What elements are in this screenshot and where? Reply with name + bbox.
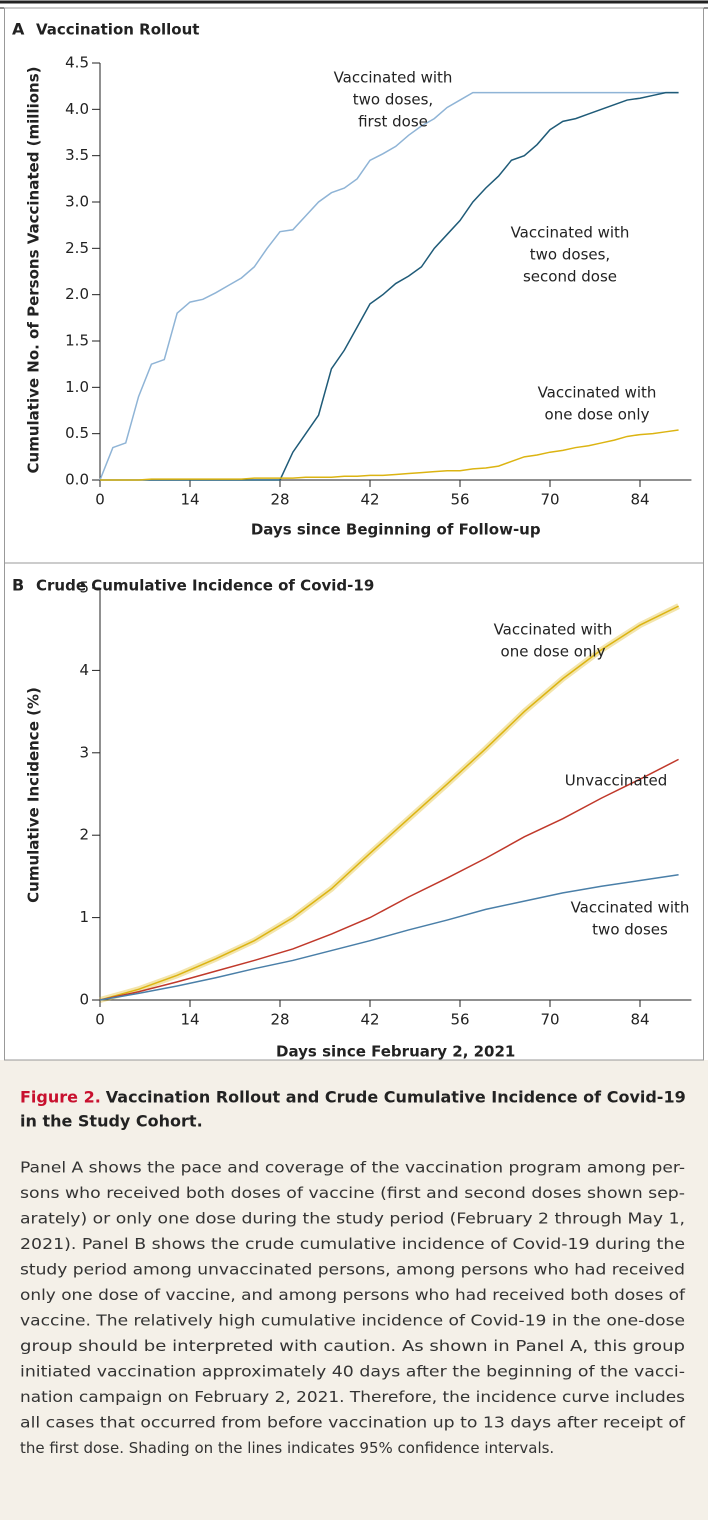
x-tick-label: 42 bbox=[360, 491, 379, 509]
y-tick-label: 3.5 bbox=[65, 146, 89, 164]
y-tick-label: 0.5 bbox=[65, 424, 89, 442]
x-tick-label: 14 bbox=[180, 1011, 199, 1029]
series-label: first dose bbox=[358, 113, 428, 131]
caption-text: study period among unvaccinated persons,… bbox=[20, 1261, 685, 1279]
y-tick-label: 0.0 bbox=[65, 471, 89, 489]
x-tick-label: 84 bbox=[630, 491, 649, 509]
x-tick-label: 70 bbox=[540, 1011, 559, 1029]
x-tick-label: 28 bbox=[270, 491, 289, 509]
x-tick-label: 42 bbox=[360, 1011, 379, 1029]
y-tick-label: 4.5 bbox=[65, 54, 89, 72]
panel-title: Vaccination Rollout bbox=[36, 21, 199, 39]
series-label: Vaccinated with bbox=[538, 384, 657, 402]
y-tick-label: 5 bbox=[79, 579, 89, 597]
series-label: one dose only bbox=[501, 643, 606, 661]
y-tick-label: 0 bbox=[79, 991, 89, 1009]
series-label: Unvaccinated bbox=[565, 772, 668, 790]
caption-text: only one dose of vaccine, and among pers… bbox=[20, 1286, 686, 1304]
series-label: Vaccinated with bbox=[571, 899, 690, 917]
y-tick-label: 1.0 bbox=[65, 378, 89, 396]
caption-text: initiated vaccination approximately 40 d… bbox=[20, 1363, 685, 1381]
caption-text: nation campaign on February 2, 2021. The… bbox=[20, 1388, 685, 1406]
panel-letter: A bbox=[12, 20, 25, 39]
series-label: two doses, bbox=[530, 246, 610, 264]
series-label: one dose only bbox=[545, 406, 650, 424]
y-tick-label: 1 bbox=[79, 908, 89, 926]
caption-text: group should be interpreted with caution… bbox=[20, 1337, 685, 1355]
y-tick-label: 1.5 bbox=[65, 332, 89, 350]
y-tick-label: 3 bbox=[79, 743, 89, 761]
panel-letter: B bbox=[12, 576, 24, 595]
caption-text: sons who received both doses of vaccine … bbox=[20, 1184, 685, 1202]
x-tick-label: 14 bbox=[180, 491, 199, 509]
caption-text: all cases that occurred from before vacc… bbox=[20, 1414, 686, 1432]
caption-text: the first dose. Shading on the lines ind… bbox=[20, 1439, 554, 1457]
series-label: Vaccinated with bbox=[511, 224, 630, 242]
y-axis-label: Cumulative No. of Persons Vaccinated (mi… bbox=[25, 67, 43, 474]
series-line bbox=[100, 91, 679, 481]
caption-text: arately) or only one dose during the stu… bbox=[20, 1210, 685, 1228]
x-tick-label: 0 bbox=[95, 491, 105, 509]
series-line bbox=[99, 605, 679, 1001]
caption-text: vaccine. The relatively high cumulative … bbox=[20, 1312, 685, 1330]
series-line bbox=[99, 758, 679, 1001]
series-line bbox=[100, 429, 679, 481]
y-tick-label: 2 bbox=[79, 826, 89, 844]
series-label: Vaccinated with bbox=[494, 621, 613, 639]
y-tick-label: 4 bbox=[79, 661, 89, 679]
series-line bbox=[99, 874, 679, 1001]
series-line bbox=[99, 91, 679, 481]
caption-label: Figure 2. bbox=[20, 1088, 101, 1107]
x-axis-label: Days since February 2, 2021 bbox=[276, 1043, 515, 1061]
x-tick-label: 28 bbox=[270, 1011, 289, 1029]
caption-text: Panel A shows the pace and coverage of t… bbox=[20, 1159, 685, 1177]
y-tick-label: 4.0 bbox=[65, 100, 89, 118]
y-tick-label: 3.0 bbox=[65, 193, 89, 211]
caption-background bbox=[0, 1060, 708, 1520]
y-axis-label: Cumulative Incidence (%) bbox=[25, 687, 43, 903]
x-tick-label: 56 bbox=[450, 491, 469, 509]
series-label: second dose bbox=[523, 268, 617, 286]
y-tick-label: 2.5 bbox=[65, 239, 89, 257]
panel-title: Crude Cumulative Incidence of Covid-19 bbox=[36, 577, 374, 595]
series-label: two doses, bbox=[353, 91, 433, 109]
series-label: two doses bbox=[592, 921, 668, 939]
x-axis-label: Days since Beginning of Follow-up bbox=[251, 521, 541, 539]
caption-title: Vaccination Rollout and Crude Cumulative… bbox=[106, 1088, 686, 1107]
caption-text: 2021). Panel B shows the crude cumulativ… bbox=[20, 1235, 685, 1253]
x-tick-label: 56 bbox=[450, 1011, 469, 1029]
x-tick-label: 70 bbox=[540, 491, 559, 509]
x-tick-label: 84 bbox=[630, 1011, 649, 1029]
y-tick-label: 2.0 bbox=[65, 285, 89, 303]
caption-title: in the Study Cohort. bbox=[20, 1112, 203, 1131]
series-label: Vaccinated with bbox=[334, 69, 453, 87]
x-tick-label: 0 bbox=[95, 1011, 105, 1029]
